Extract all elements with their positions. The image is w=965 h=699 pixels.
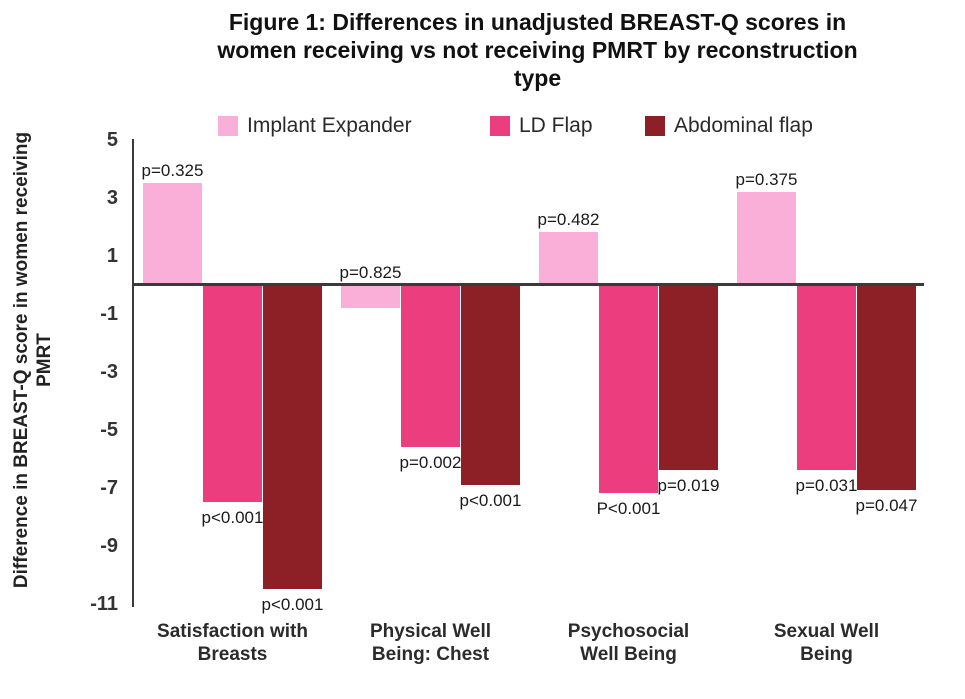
legend-label: Abdominal flap bbox=[674, 114, 813, 137]
bar bbox=[599, 284, 658, 494]
figure-title: Figure 1: Differences in unadjusted BREA… bbox=[110, 8, 965, 92]
x-category-label-line: Psychosocial bbox=[567, 621, 690, 642]
p-value-label: p=0.375 bbox=[735, 169, 798, 189]
y-tick-label: 5 bbox=[106, 128, 118, 151]
x-category-label-line: Breasts bbox=[197, 644, 268, 665]
y-axis-line bbox=[132, 139, 134, 607]
p-value-label: p=0.019 bbox=[657, 476, 720, 496]
bar bbox=[203, 284, 262, 502]
p-value-label: p=0.047 bbox=[855, 496, 918, 516]
p-value-label: p=0.002 bbox=[399, 452, 462, 472]
y-axis-title-line-1: Difference in BREAST-Q score in women re… bbox=[11, 131, 32, 589]
legend-item: Abdominal flap bbox=[645, 114, 813, 138]
x-category-label-line: Being: Chest bbox=[371, 644, 490, 665]
p-value-label: p=0.325 bbox=[141, 161, 204, 180]
x-category-label: Psychosocial Well Being bbox=[544, 620, 714, 666]
y-tick-label: 3 bbox=[106, 186, 118, 209]
p-value-label: p<0.001 bbox=[459, 490, 522, 510]
bar bbox=[461, 284, 520, 485]
x-category-label-line: Satisfaction with bbox=[157, 621, 308, 642]
legend-label: LD Flap bbox=[519, 114, 593, 137]
legend-swatch-icon bbox=[218, 116, 238, 136]
legend-label: Implant Expander bbox=[247, 114, 412, 137]
p-value-label: P<0.001 bbox=[596, 499, 661, 519]
bar bbox=[659, 284, 718, 471]
y-tick-label: -7 bbox=[100, 476, 118, 499]
p-value-label: p=0.482 bbox=[537, 210, 600, 230]
legend-swatch-icon bbox=[645, 116, 665, 136]
legend-item: LD Flap bbox=[490, 114, 593, 138]
x-category-label: Sexual Well Being bbox=[742, 620, 912, 666]
y-tick-label: -3 bbox=[100, 360, 118, 383]
bar bbox=[263, 284, 322, 589]
y-tick-label: 1 bbox=[106, 244, 118, 267]
x-category-label-line: Being bbox=[800, 644, 853, 665]
legend-item: Implant Expander bbox=[218, 114, 412, 138]
y-tick-label: -5 bbox=[100, 418, 118, 441]
p-value-label: p<0.001 bbox=[261, 595, 324, 614]
bar bbox=[401, 284, 460, 447]
bar bbox=[539, 232, 598, 285]
figure-title-line-3: type bbox=[513, 65, 562, 91]
bar bbox=[143, 183, 202, 285]
x-category-label-line: Sexual Well bbox=[773, 621, 880, 642]
x-category-label-line: Well Being bbox=[580, 644, 677, 665]
y-tick-label: -11 bbox=[90, 592, 118, 615]
zero-line bbox=[132, 283, 924, 286]
x-category-label-line: Physical Well bbox=[369, 621, 492, 642]
y-tick-label: -1 bbox=[100, 302, 118, 325]
figure-title-line-1: Figure 1: Differences in unadjusted BREA… bbox=[228, 9, 847, 35]
p-value-label: p=0.825 bbox=[339, 262, 402, 282]
figure-title-line-2: women receiving vs not receiving PMRT by… bbox=[217, 37, 858, 63]
x-category-label: Physical Well Being: Chest bbox=[346, 620, 516, 666]
bar bbox=[797, 284, 856, 471]
legend-swatch-icon bbox=[490, 116, 510, 136]
p-value-label: p<0.001 bbox=[201, 508, 264, 527]
p-value-label: p=0.031 bbox=[795, 476, 858, 496]
bar bbox=[857, 284, 916, 491]
bar bbox=[341, 284, 400, 308]
bar bbox=[737, 191, 796, 285]
x-category-label: Satisfaction with Breasts bbox=[148, 620, 318, 666]
y-tick-label: -9 bbox=[100, 534, 118, 557]
